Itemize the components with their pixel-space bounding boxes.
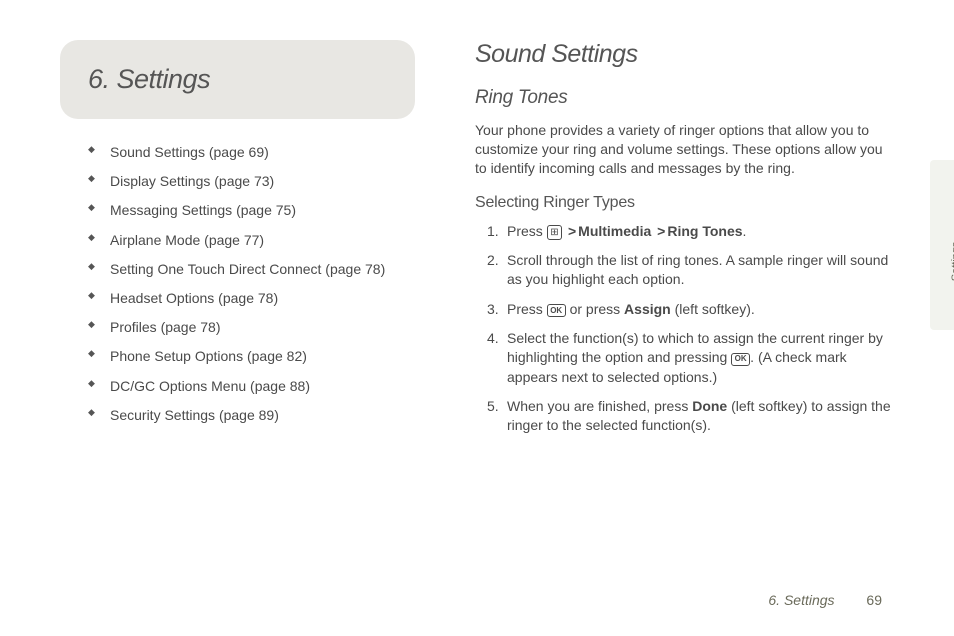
step-text: (left softkey).	[671, 301, 755, 317]
path-separator: >	[657, 223, 665, 239]
step-text: Press	[507, 223, 547, 239]
toc-item: Phone Setup Options (page 82)	[88, 347, 435, 365]
step-text: When you are finished, press	[507, 398, 692, 414]
toc-item: Display Settings (page 73)	[88, 172, 435, 190]
intro-paragraph: Your phone provides a variety of ringer …	[475, 121, 895, 178]
right-column: Sound Settings Ring Tones Your phone pro…	[475, 40, 895, 636]
footer-page-number: 69	[866, 592, 882, 608]
menu-path: Multimedia	[578, 223, 651, 239]
thumb-tab-label: Settings	[950, 242, 954, 282]
toc-item: Messaging Settings (page 75)	[88, 201, 435, 219]
step-item: When you are finished, press Done (left …	[487, 397, 895, 436]
chapter-title-box: 6. Settings	[60, 40, 415, 119]
toc-item: Airplane Mode (page 77)	[88, 231, 435, 249]
toc-item: Headset Options (page 78)	[88, 289, 435, 307]
path-separator: >	[568, 223, 576, 239]
section-heading: Sound Settings	[475, 40, 895, 69]
left-column: 6. Settings Sound Settings (page 69) Dis…	[60, 40, 435, 636]
toc-item: Setting One Touch Direct Connect (page 7…	[88, 260, 435, 278]
step-item: Press >Multimedia >Ring Tones.	[487, 222, 895, 241]
step-item: Press OK or press Assign (left softkey).	[487, 300, 895, 319]
ok-key-icon: OK	[547, 304, 566, 317]
step-text: .	[743, 223, 747, 239]
step-text: Press	[507, 301, 547, 317]
softkey-label: Assign	[624, 301, 671, 317]
toc-item: Profiles (page 78)	[88, 318, 435, 336]
ok-key-icon: OK	[731, 353, 750, 366]
subsection-heading: Ring Tones	[475, 87, 895, 109]
steps-list: Press >Multimedia >Ring Tones. Scroll th…	[475, 222, 895, 436]
menu-path: Ring Tones	[667, 223, 742, 239]
toc-item: DC/GC Options Menu (page 88)	[88, 377, 435, 395]
softkey-label: Done	[692, 398, 727, 414]
toc-item: Security Settings (page 89)	[88, 406, 435, 424]
page: 6. Settings Sound Settings (page 69) Dis…	[0, 0, 954, 636]
procedure-heading: Selecting Ringer Types	[475, 194, 895, 212]
toc-item: Sound Settings (page 69)	[88, 143, 435, 161]
menu-key-icon	[547, 225, 562, 240]
page-footer: 6. Settings 69	[768, 592, 882, 608]
step-item: Scroll through the list of ring tones. A…	[487, 251, 895, 290]
chapter-title: 6. Settings	[88, 64, 395, 95]
footer-chapter: 6. Settings	[768, 592, 834, 608]
step-item: Select the function(s) to which to assig…	[487, 329, 895, 387]
table-of-contents: Sound Settings (page 69) Display Setting…	[60, 143, 435, 424]
step-text: or press	[566, 301, 624, 317]
